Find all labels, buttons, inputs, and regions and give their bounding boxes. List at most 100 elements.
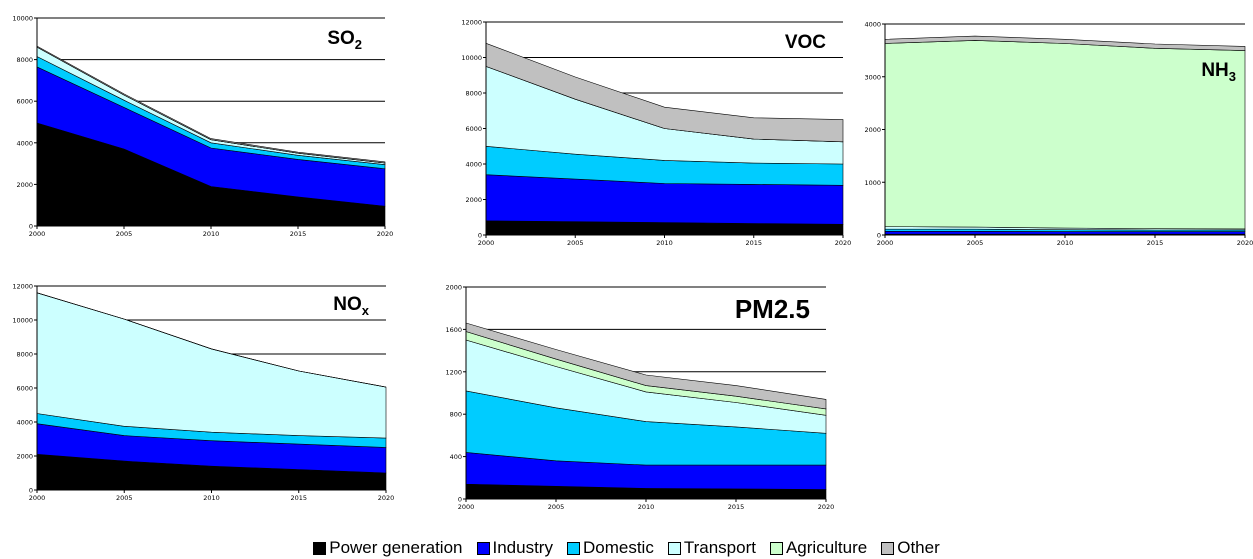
legend-swatch-power-generation xyxy=(313,541,327,555)
area-other xyxy=(465,322,827,410)
y-tick-label: 4000 xyxy=(864,21,881,29)
y-tick-label: 2000 xyxy=(864,126,881,134)
chart-title-main: NH xyxy=(1201,60,1228,81)
y-tick-label: 0 xyxy=(458,496,462,504)
y-tick-label: 12000 xyxy=(12,283,33,291)
y-tick-label: 2000 xyxy=(16,181,33,189)
legend-item-industry: Industry xyxy=(476,538,553,557)
y-tick-label: 10000 xyxy=(12,15,33,23)
legend-label-transport: Transport xyxy=(683,538,756,557)
area-other xyxy=(36,45,386,164)
y-tick-label: 4000 xyxy=(465,161,482,169)
x-tick-label: 2010 xyxy=(638,503,655,511)
area-other xyxy=(884,35,1246,51)
x-tick-label: 2005 xyxy=(116,494,133,502)
chart-title-subscript: x xyxy=(362,303,370,318)
y-tick-label: 12000 xyxy=(461,19,482,27)
legend-label-power-generation: Power generation xyxy=(329,538,463,557)
x-tick-label: 2010 xyxy=(203,494,220,502)
x-tick-label: 2000 xyxy=(478,239,495,247)
x-tick-label: 2020 xyxy=(1237,239,1253,247)
x-tick-label: 2015 xyxy=(728,503,745,511)
legend-item-agriculture: Agriculture xyxy=(769,538,868,557)
area-agriculture xyxy=(884,40,1246,230)
chart-title: NOx xyxy=(333,294,370,318)
legend-item-power-generation: Power generation xyxy=(313,538,463,557)
x-tick-label: 2010 xyxy=(203,230,220,238)
x-tick-label: 2000 xyxy=(458,503,475,511)
x-tick-label: 2020 xyxy=(835,239,852,247)
x-tick-label: 2000 xyxy=(29,494,46,502)
y-tick-label: 0 xyxy=(877,232,881,240)
legend: Power generation Industry Domestic Trans… xyxy=(0,539,1253,557)
x-tick-label: 2020 xyxy=(378,494,395,502)
legend-item-transport: Transport xyxy=(667,538,756,557)
chart-title-main: VOC xyxy=(785,32,826,53)
legend-item-domestic: Domestic xyxy=(566,538,654,557)
chart-title: VOC xyxy=(785,32,826,53)
chart-3: 0 1000 2000 3000 4000 2000 2005 2010 2015 2020 NH3 xyxy=(864,21,1253,248)
y-tick-label: 6000 xyxy=(465,125,482,133)
y-tick-label: 400 xyxy=(450,453,462,461)
y-tick-label: 4000 xyxy=(16,139,33,147)
y-tick-label: 1200 xyxy=(445,368,462,376)
y-tick-label: 8000 xyxy=(16,351,33,359)
x-tick-label: 2015 xyxy=(1147,239,1164,247)
y-tick-label: 0 xyxy=(478,232,482,240)
x-tick-label: 2015 xyxy=(290,494,307,502)
x-tick-label: 2010 xyxy=(656,239,673,247)
x-tick-label: 2010 xyxy=(1057,239,1074,247)
x-tick-label: 2005 xyxy=(548,503,565,511)
chart-title-subscript: 2 xyxy=(355,37,362,52)
x-tick-label: 2005 xyxy=(967,239,984,247)
chart-5: 0 400 800 1200 1600 2000 2000 2005 2010 2015 2020 P… xyxy=(445,284,834,512)
y-tick-label: 2000 xyxy=(445,284,462,292)
legend-swatch-other xyxy=(881,541,895,555)
y-tick-label: 6000 xyxy=(16,98,33,106)
y-tick-label: 1600 xyxy=(445,326,462,334)
x-tick-label: 2005 xyxy=(116,230,133,238)
y-tick-label: 800 xyxy=(450,411,462,419)
chart-title: SO2 xyxy=(327,28,362,52)
x-tick-label: 2000 xyxy=(877,239,894,247)
legend-item-other: Other xyxy=(881,539,940,557)
area-other xyxy=(485,42,844,143)
x-tick-label: 2005 xyxy=(567,239,584,247)
y-tick-label: 0 xyxy=(29,487,33,495)
y-tick-label: 2000 xyxy=(16,453,33,461)
y-tick-label: 8000 xyxy=(465,90,482,98)
chart-title-main: PM2.5 xyxy=(735,294,810,324)
legend-swatch-domestic xyxy=(566,541,580,555)
x-tick-label: 2020 xyxy=(818,503,835,511)
y-tick-label: 6000 xyxy=(16,385,33,393)
x-tick-label: 2015 xyxy=(745,239,762,247)
x-tick-label: 2000 xyxy=(29,230,46,238)
legend-label-industry: Industry xyxy=(492,538,553,557)
legend-swatch-agriculture xyxy=(769,541,783,555)
chart-title-main: NO xyxy=(333,294,362,315)
y-tick-label: 4000 xyxy=(16,419,33,427)
legend-swatch-transport xyxy=(667,541,681,555)
legend-label-agriculture: Agriculture xyxy=(785,538,868,557)
area-other xyxy=(36,292,387,388)
chart-title: NH3 xyxy=(1201,60,1236,84)
y-tick-label: 10000 xyxy=(12,317,33,325)
x-tick-label: 2020 xyxy=(377,230,394,238)
legend-label-domestic: Domestic xyxy=(582,538,654,557)
chart-title: PM2.5 xyxy=(735,294,810,324)
y-tick-label: 0 xyxy=(29,223,33,231)
legend-swatch-industry xyxy=(476,541,490,555)
y-tick-label: 10000 xyxy=(461,54,482,62)
y-tick-label: 8000 xyxy=(16,56,33,64)
x-tick-label: 2015 xyxy=(290,230,307,238)
y-tick-label: 2000 xyxy=(465,196,482,204)
chart-title-subscript: 3 xyxy=(1229,69,1236,84)
chart-title-main: SO xyxy=(327,28,354,49)
y-tick-label: 3000 xyxy=(864,73,881,81)
y-tick-label: 1000 xyxy=(864,179,881,187)
legend-label-other: Other xyxy=(897,538,940,557)
